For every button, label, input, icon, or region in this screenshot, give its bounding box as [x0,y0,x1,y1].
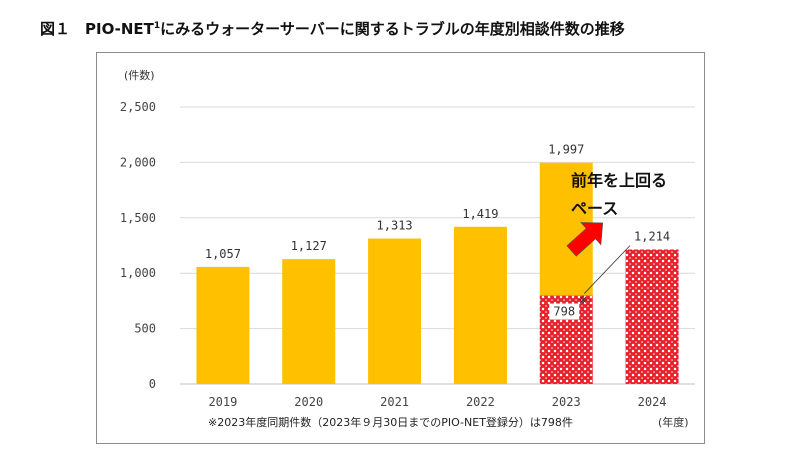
x-tick-label: 2019 [208,395,237,409]
footnote: ※2023年度同期件数（2023年９月30日までのPIO-NET登録分）は798… [208,415,573,429]
same-period-value-label: 798 [553,305,575,319]
same-period-label-bg [549,303,580,320]
title-prefix: 図１ PIO-NET [40,20,154,38]
arrow-icon [566,222,604,257]
data-label-2023: 1,997 [548,143,584,157]
bar-2024 [625,249,679,384]
x-tick-label: 2020 [294,395,323,409]
y-axis-label: (件数) [124,69,155,82]
y-tick-label: 0 [149,377,156,391]
y-tick-label: 1,500 [120,211,156,225]
annotation-line-2: ペース [571,199,618,218]
title-suffix: にみるウォーターサーバーに関するトラブルの年度別相談件数の推移 [160,20,625,38]
bar-2021 [368,238,422,384]
data-label-2024: 1,214 [634,229,670,243]
same-period-mark: ※ [579,294,588,307]
y-tick-label: 1,000 [120,266,156,280]
data-label-2020: 1,127 [291,239,327,253]
data-label-2019: 1,057 [205,247,241,261]
x-tick-label: 2024 [638,395,667,409]
annotation-line-1: 前年を上回る [571,171,667,190]
bar-2019 [196,266,250,384]
chart-frame [96,52,705,444]
y-tick-label: 2,500 [120,100,156,114]
x-axis-label: (年度) [658,415,689,429]
data-label-2022: 1,419 [462,207,498,221]
x-tick-label: 2021 [380,395,409,409]
title-superscript: 1 [153,21,161,31]
leader-line [583,245,631,294]
bar-2023-upper [539,162,593,296]
y-tick-label: 2,000 [120,155,156,169]
bar-2022 [453,226,507,384]
y-tick-label: 500 [134,322,156,336]
x-tick-label: 2023 [552,395,581,409]
bar-2020 [282,259,336,384]
data-label-2021: 1,313 [377,219,413,233]
x-tick-label: 2022 [466,395,495,409]
figure-title: 図１ PIO-NET1にみるウォーターサーバーに関するトラブルの年度別相談件数の… [40,18,625,39]
